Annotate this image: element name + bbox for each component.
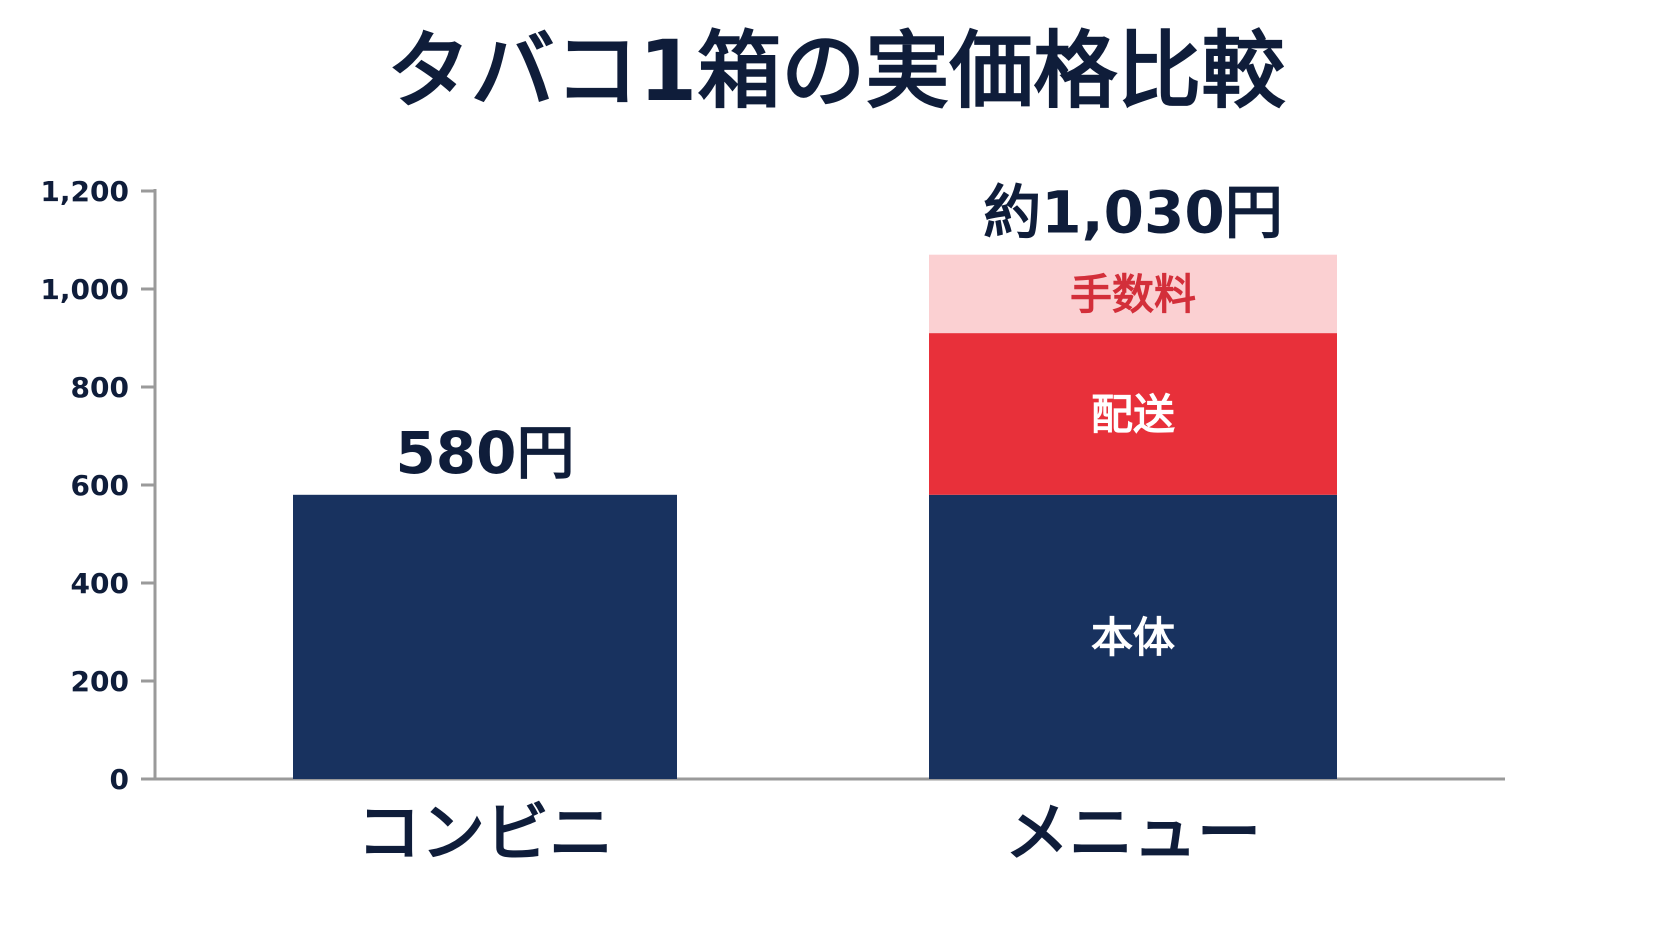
- bars: [293, 254, 1337, 779]
- segment-label: 手数料: [1070, 270, 1196, 319]
- y-tick-label: 1,000: [40, 273, 129, 306]
- total-value-label: 約1,030円: [983, 179, 1282, 247]
- bar-segment: [293, 494, 677, 779]
- y-tick-label: 1,200: [40, 175, 129, 208]
- y-tick-label: 400: [71, 567, 129, 600]
- x-tick-label: コンビニ: [357, 797, 613, 871]
- y-tick-label: 800: [71, 371, 129, 404]
- segment-label: 本体: [1091, 613, 1175, 662]
- bar-segment: [929, 254, 1337, 334]
- total-value-label: 580円: [395, 419, 574, 487]
- chart-title: タバコ1箱の実価格比較: [387, 22, 1286, 120]
- y-tick-label: 600: [71, 469, 129, 502]
- y-tick-label: 0: [110, 763, 129, 796]
- y-tick-label: 200: [71, 665, 129, 698]
- x-tick-label: メニュー: [1005, 797, 1261, 871]
- bar-segment: [929, 333, 1337, 495]
- axes: 0 200 400 600 800 1,000 1,200 コンビニ メニュー: [40, 175, 1505, 871]
- bar-segment: [929, 494, 1337, 779]
- segment-label: 配送: [1091, 390, 1175, 439]
